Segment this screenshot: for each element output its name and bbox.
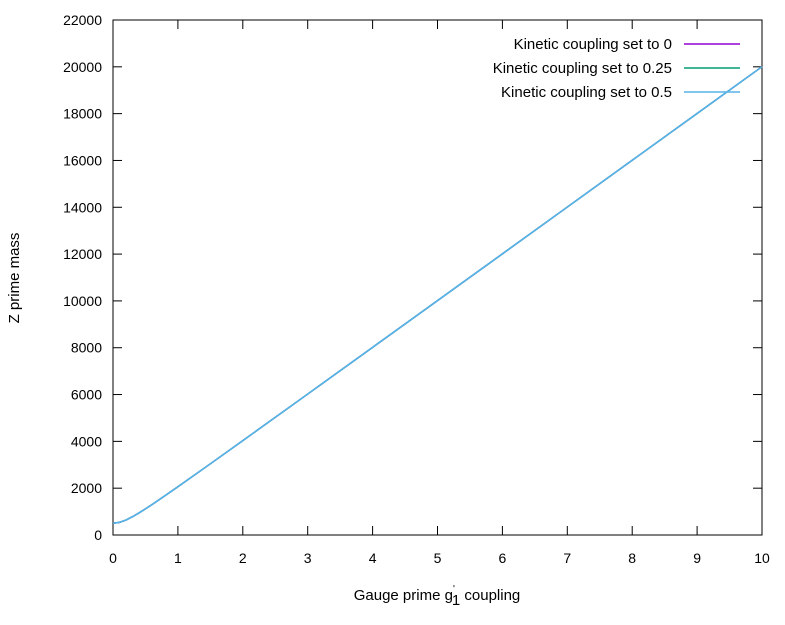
legend: Kinetic coupling set to 0 Kinetic couplin… — [493, 36, 740, 101]
x-tick-label: 4 — [369, 550, 377, 566]
y-axis-title: Z prime mass — [6, 233, 23, 324]
y-tick-label: 20000 — [63, 59, 102, 75]
x-tick-label: 10 — [754, 550, 770, 566]
x-tick-label: 3 — [304, 550, 312, 566]
legend-label: Kinetic coupling set to 0.25 — [493, 60, 672, 77]
x-axis-title-main: Gauge prime g — [354, 587, 453, 604]
y-tick-label: 12000 — [63, 246, 102, 262]
y-tick-label: 14000 — [63, 199, 102, 215]
x-axis-title-subscript: 1 — [452, 592, 460, 609]
legend-label: Kinetic coupling set to 0.5 — [501, 84, 672, 101]
x-tick-label: 2 — [239, 550, 247, 566]
x-tick-label: 1 — [174, 550, 182, 566]
y-tick-label: 22000 — [63, 12, 102, 28]
legend-label: Kinetic coupling set to 0 — [514, 36, 672, 53]
y-tick-label: 6000 — [71, 387, 102, 403]
x-axis: 0 1 2 3 4 5 6 7 8 9 10 — [109, 20, 770, 566]
x-axis-title-superscript: ' — [453, 584, 455, 595]
x-tick-label: 6 — [499, 550, 507, 566]
series-line — [112, 66, 763, 525]
y-tick-label: 2000 — [71, 480, 102, 496]
x-tick-label: 0 — [109, 550, 117, 566]
y-tick-label: 16000 — [63, 152, 102, 168]
series-line — [112, 66, 763, 525]
x-axis-title-suffix: coupling — [460, 587, 520, 604]
y-tick-label: 10000 — [63, 293, 102, 309]
y-axis: 0 2000 4000 6000 8000 10000 12000 14000 16000 180… — [63, 12, 762, 543]
x-axis-title: Gauge prime g' 1 coupling — [354, 584, 521, 609]
y-tick-label: 8000 — [71, 340, 102, 356]
y-tick-label: 18000 — [63, 106, 102, 122]
y-tick-label: 4000 — [71, 433, 102, 449]
x-tick-label: 9 — [693, 550, 701, 566]
x-tick-label: 5 — [434, 550, 442, 566]
y-tick-label: 0 — [94, 527, 102, 543]
series-lines — [112, 66, 763, 525]
series-line — [112, 66, 763, 525]
x-tick-label: 8 — [628, 550, 636, 566]
x-tick-label: 7 — [563, 550, 571, 566]
